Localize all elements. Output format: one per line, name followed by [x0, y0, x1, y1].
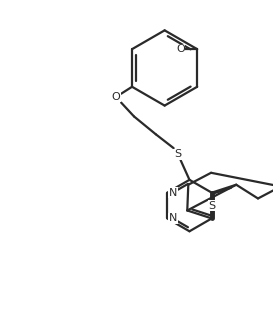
Text: N: N	[169, 188, 177, 198]
Text: S: S	[174, 149, 181, 159]
Text: S: S	[208, 201, 215, 211]
Text: O: O	[112, 92, 121, 102]
Text: N: N	[169, 214, 177, 224]
Text: O: O	[176, 44, 185, 54]
